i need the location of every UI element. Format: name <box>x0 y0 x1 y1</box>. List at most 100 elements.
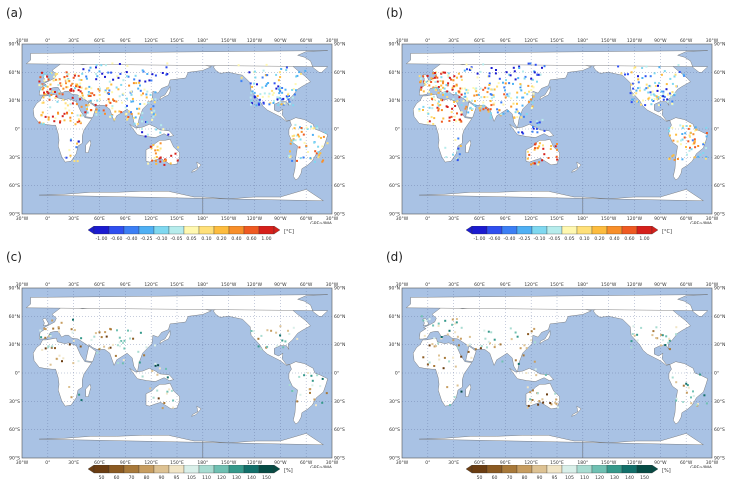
station-marker <box>266 329 269 332</box>
station-marker <box>493 346 496 349</box>
colorbar-swatch <box>546 226 563 235</box>
station-marker <box>682 384 685 387</box>
station-marker <box>292 326 295 329</box>
station-marker <box>141 120 144 123</box>
station-marker <box>86 107 88 110</box>
station-marker <box>134 74 137 77</box>
station-marker <box>675 333 678 336</box>
left-latitude-label: 60°S <box>389 183 400 189</box>
colorbar-tick-label: 1.00 <box>261 236 271 242</box>
station-marker <box>446 90 449 93</box>
station-marker <box>269 101 272 104</box>
station-marker <box>94 103 97 106</box>
station-marker <box>47 92 50 95</box>
landmass-n-america <box>592 60 691 122</box>
station-marker <box>541 118 544 121</box>
bottom-longitude-label: 30°W <box>326 460 339 466</box>
station-marker <box>65 71 68 74</box>
station-marker <box>99 112 102 115</box>
station-marker <box>289 150 291 153</box>
top-longitude-label: 120°W <box>627 38 643 44</box>
station-marker <box>141 131 144 134</box>
station-marker <box>482 108 485 111</box>
landmass-nz <box>571 161 582 173</box>
station-marker <box>314 150 317 153</box>
station-marker <box>117 362 120 364</box>
station-marker <box>95 78 98 81</box>
station-marker <box>117 76 120 79</box>
station-marker <box>534 368 537 371</box>
station-marker <box>104 64 107 67</box>
top-longitude-label: 30°W <box>706 38 719 44</box>
station-marker <box>267 95 270 98</box>
station-marker <box>163 402 166 404</box>
station-marker <box>43 79 46 82</box>
station-marker <box>676 140 679 143</box>
station-marker <box>555 155 558 158</box>
station-marker <box>48 90 51 93</box>
station-marker <box>70 88 73 91</box>
station-marker <box>142 92 144 95</box>
station-marker <box>462 100 465 103</box>
station-marker <box>484 107 487 110</box>
station-marker <box>118 95 121 98</box>
right-latitude-label: 0° <box>334 371 339 377</box>
station-marker <box>46 90 49 93</box>
station-marker <box>501 360 504 363</box>
station-marker <box>513 70 516 73</box>
station-marker <box>451 107 454 110</box>
station-marker <box>136 122 139 125</box>
station-marker <box>665 88 668 91</box>
station-marker <box>118 336 121 339</box>
station-marker <box>154 98 157 101</box>
panel-label-d: (d) <box>386 250 403 264</box>
station-marker <box>86 111 89 114</box>
station-marker <box>105 104 108 107</box>
station-marker <box>87 104 90 107</box>
station-marker <box>44 328 47 331</box>
station-marker <box>418 108 421 111</box>
station-marker <box>66 80 69 83</box>
station-marker <box>57 79 60 82</box>
station-marker <box>480 96 483 99</box>
landmass-indonesia <box>509 368 554 382</box>
station-marker <box>295 75 298 78</box>
colorbar-tick-label: 105 <box>565 475 574 481</box>
colorbar-tick-label: 140 <box>247 475 256 481</box>
station-marker <box>538 121 541 124</box>
station-marker <box>658 66 661 69</box>
station-marker <box>257 337 260 340</box>
colorbar-swatch <box>576 226 593 235</box>
station-marker <box>653 72 656 75</box>
station-marker <box>78 95 81 98</box>
station-marker <box>440 120 443 123</box>
station-marker <box>154 159 157 162</box>
station-marker <box>71 102 74 105</box>
left-latitude-label: 0° <box>15 127 20 133</box>
station-marker <box>88 94 91 97</box>
station-marker <box>322 135 325 138</box>
station-marker <box>159 160 162 163</box>
station-marker <box>153 109 156 112</box>
right-latitude-label: 90°N <box>714 286 725 292</box>
station-marker <box>88 92 91 95</box>
station-marker <box>309 391 311 394</box>
top-longitude-label: 120°W <box>247 282 263 288</box>
station-marker <box>468 68 471 71</box>
station-marker <box>270 329 273 332</box>
station-marker <box>156 389 159 392</box>
station-marker <box>699 153 702 156</box>
top-longitude-label: 30°W <box>396 38 409 44</box>
colorbar-tick-label: 1.00 <box>639 236 649 242</box>
station-marker <box>280 103 283 106</box>
station-marker <box>159 156 162 159</box>
station-marker <box>300 130 303 133</box>
station-marker <box>468 335 471 338</box>
station-marker <box>296 400 299 403</box>
station-marker <box>430 97 433 99</box>
station-marker <box>107 347 110 350</box>
station-marker <box>675 133 678 136</box>
station-marker <box>63 76 66 78</box>
station-marker <box>454 365 457 368</box>
station-marker <box>322 159 325 162</box>
